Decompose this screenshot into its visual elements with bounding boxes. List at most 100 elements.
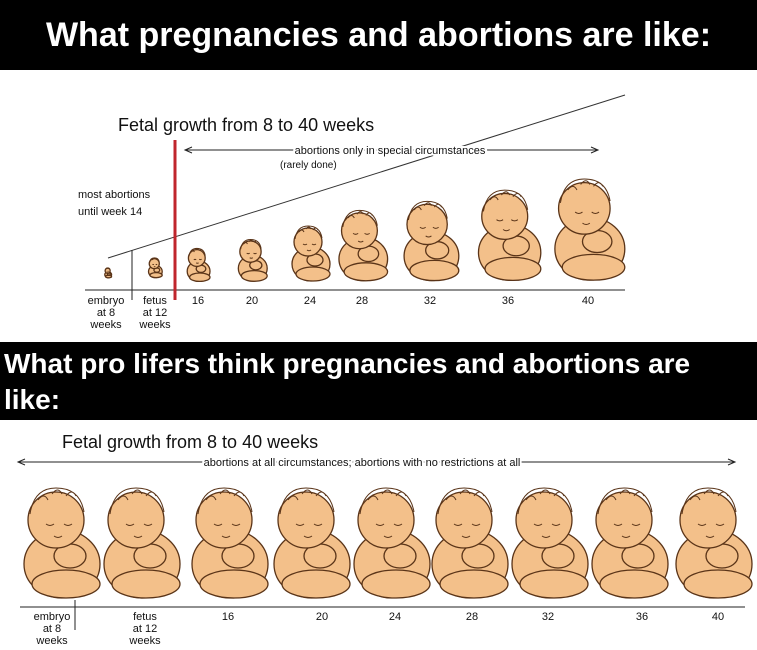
- range-note: (rarely done): [280, 160, 337, 171]
- fetus-hair: [105, 268, 110, 270]
- fetus-hair: [518, 488, 572, 514]
- fetus-illustration: [105, 268, 112, 278]
- axis-label: 24: [389, 611, 401, 623]
- fetus-illustration: [676, 488, 752, 598]
- fetus-head: [342, 213, 378, 249]
- fetus-illustration: [104, 488, 180, 598]
- fetus-head: [188, 250, 205, 267]
- fetus-hair: [560, 179, 610, 203]
- fetus-head: [196, 492, 252, 548]
- fetus-leg: [190, 273, 210, 281]
- fetus-illustration: [24, 488, 100, 598]
- fetus-head: [407, 204, 447, 244]
- fetus-face: [454, 524, 480, 538]
- axis-label: 36: [636, 611, 648, 623]
- axis-label: embryo: [34, 611, 71, 623]
- fetus-illustration: [149, 258, 163, 278]
- fetus-leg: [241, 271, 267, 282]
- axis-label: 36: [502, 295, 514, 307]
- fetus-hair: [483, 190, 527, 211]
- fetus-head: [680, 492, 736, 548]
- axis-label: 32: [542, 611, 554, 623]
- fetus-leg: [520, 570, 588, 598]
- axis-label: fetus: [133, 611, 157, 623]
- fetus-leg: [200, 570, 268, 598]
- fetus-head: [278, 492, 334, 548]
- fetus-hair: [241, 239, 262, 249]
- fetus-hair: [30, 488, 84, 514]
- arrow-head: [727, 458, 737, 466]
- fetus-leg: [112, 570, 180, 598]
- fetus-face: [376, 524, 402, 538]
- fetus-leg: [410, 260, 459, 280]
- fetus-head: [596, 492, 652, 548]
- fetus-illustration: [512, 488, 588, 598]
- fetus-hair: [343, 210, 378, 227]
- fetus-hair: [438, 488, 492, 514]
- axis-label: 28: [356, 295, 368, 307]
- axis-label: 20: [316, 611, 328, 623]
- fetus-hair: [110, 488, 164, 514]
- range-label: abortions at all circumstances; abortion…: [204, 457, 521, 469]
- panel-title: Fetal growth from 8 to 40 weeks: [62, 432, 318, 452]
- fetus-face: [575, 212, 599, 224]
- fetus-head: [108, 492, 164, 548]
- growth-diagonal: [107, 94, 626, 259]
- fetus-face: [534, 524, 560, 538]
- middle-banner: What pro lifers think pregnancies and ab…: [0, 342, 757, 420]
- fetus-hair: [408, 201, 447, 220]
- axis-label: weeks: [35, 635, 68, 647]
- fetus-face: [46, 524, 72, 538]
- fetus-head: [358, 492, 414, 548]
- fetus-illustration: [292, 226, 330, 281]
- reality-panel: Fetal growth from 8 to 40 weeks abortions…: [78, 94, 757, 331]
- fetus-face: [126, 524, 152, 538]
- fetus-hair: [682, 488, 736, 514]
- axis-label: weeks: [128, 635, 161, 647]
- axis-label: 24: [304, 295, 316, 307]
- panel-title: Fetal growth from 8 to 40 weeks: [118, 115, 374, 135]
- fetus-head: [28, 492, 84, 548]
- fetus-illustration: [478, 190, 540, 280]
- fetus-leg: [150, 273, 162, 278]
- fetus-leg: [296, 267, 330, 281]
- fetus-leg: [282, 570, 350, 598]
- side-note: most abortions: [78, 189, 151, 201]
- fetus-illustration: [187, 248, 210, 281]
- fetus-head: [240, 241, 261, 262]
- fetus-head: [516, 492, 572, 548]
- fetus-head: [482, 193, 528, 239]
- fetus-illustration: [555, 179, 625, 280]
- fetus-face: [152, 264, 157, 266]
- fetus-face: [353, 233, 370, 242]
- arrow-head: [183, 146, 193, 154]
- fetus-illustration: [404, 201, 459, 280]
- axis-label: at 8: [97, 307, 115, 319]
- fetus-head: [294, 228, 322, 256]
- fetus-leg: [440, 570, 508, 598]
- fetus-hair: [280, 488, 334, 514]
- fetus-face: [107, 271, 109, 272]
- fetus-hair: [150, 258, 160, 263]
- fetus-leg: [362, 570, 430, 598]
- fetus-leg: [485, 257, 541, 280]
- fetus-face: [303, 244, 316, 251]
- arrow-head: [16, 458, 26, 466]
- fetus-illustration: [592, 488, 668, 598]
- fetus-face: [497, 220, 518, 231]
- fetus-leg: [600, 570, 668, 598]
- fetus-leg: [32, 570, 100, 598]
- axis-label: 28: [466, 611, 478, 623]
- fetus-illustration: [354, 488, 430, 598]
- axis-label: at 12: [143, 307, 167, 319]
- axis-label: 16: [192, 295, 204, 307]
- fetus-face: [214, 524, 240, 538]
- fetus-face: [614, 524, 640, 538]
- fetus-leg: [684, 570, 752, 598]
- fetus-illustration: [238, 239, 267, 281]
- axis-label: at 12: [133, 623, 157, 635]
- fetus-illustration: [339, 210, 388, 280]
- axis-label: embryo: [88, 295, 125, 307]
- fetus-head: [559, 183, 611, 235]
